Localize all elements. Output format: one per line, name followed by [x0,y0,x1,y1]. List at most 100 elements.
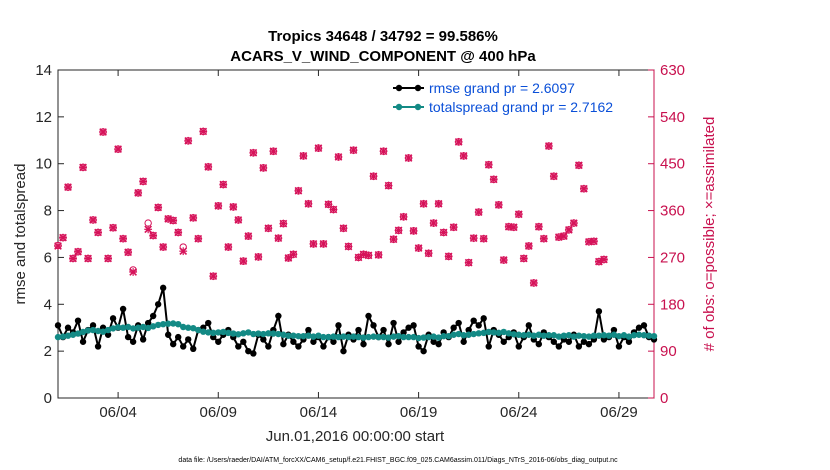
rmse-point [460,338,467,345]
chart-title-line1: Tropics 34648 / 34792 = 99.586% [268,28,498,45]
rmse-point [94,343,102,350]
obs-assimilated-point [199,127,208,136]
totalspread-point [270,330,277,337]
totalspread-point [535,331,543,338]
totalspread-point [79,328,87,336]
totalspread-point [590,332,598,339]
obs-assimilated-point [574,161,583,170]
totalspread-point [185,324,192,331]
totalspread-point [495,329,502,337]
rmse-point [305,326,312,334]
totalspread-point [89,326,97,334]
obs-assimilated-point [399,212,408,221]
totalspread-point [355,333,362,341]
totalspread-point [59,333,67,340]
rmse-point [154,301,162,308]
rmse-point [465,326,472,334]
totalspread-point [64,332,72,339]
totalspread-point [310,333,317,340]
obs-assimilated-point [384,181,393,190]
rmse-point [275,312,282,320]
totalspread-point [500,328,507,336]
obs-assimilated-point [529,279,538,287]
obs-assimilated-point [179,247,188,256]
totalspread-point [149,323,157,330]
legend-marker-spread [414,103,422,111]
x-tick-label: 06/19 [400,404,438,421]
y-tick-label-left: 10 [35,156,52,173]
rmse-point [169,340,177,348]
x-tick-label: 06/29 [600,404,638,421]
obs-assimilated-point [169,216,178,225]
obs-assimilated-point [129,268,138,276]
obs-assimilated-point [234,216,243,224]
rmse-point [109,315,117,322]
totalspread-point [300,332,307,340]
obs-assimilated-point [319,239,328,248]
rmse-point [385,340,392,348]
obs-assimilated-point [154,203,163,212]
obs-assimilated-point [374,250,383,259]
totalspread-point [235,331,242,338]
totalspread-point [99,328,107,335]
y-tick-label-left: 0 [44,390,52,407]
totalspread-point [250,330,257,338]
totalspread-point [180,323,187,331]
totalspread-point [94,327,102,335]
legend-label-rmse: rmse grand pr = 2.6097 [429,80,575,96]
y-tick-label-right: 540 [660,109,685,126]
obs-assimilated-point [119,234,128,243]
rmse-point [79,338,87,345]
obs-assimilated-point [254,253,263,261]
rmse-point [525,322,532,329]
rmse-point [260,336,267,343]
y-tick-label-left: 2 [44,343,52,360]
obs-assimilated-point [339,224,348,233]
totalspread-point [470,330,477,338]
rmse-point [585,340,593,348]
y-tick-label-right: 90 [660,343,677,360]
totalspread-point [114,324,122,331]
obs-assimilated-point [539,234,548,243]
obs-assimilated-point [309,239,318,248]
obs-assimilated-point [69,254,77,263]
totalspread-point [595,332,603,339]
totalspread-point [205,329,212,336]
obs-assimilated-point [224,243,233,251]
totalspread-point [570,333,578,340]
obs-assimilated-point [514,210,523,219]
rmse-point [415,343,422,350]
rmse-point [500,338,507,345]
totalspread-point [104,326,112,334]
rmse-point [310,338,317,345]
x-tick-label: 06/14 [300,404,338,421]
totalspread-point [395,332,402,340]
obs-assimilated-point [564,225,573,234]
x-tick-label: 06/04 [99,404,137,421]
totalspread-point [640,332,648,339]
totalspread-point [245,329,252,336]
totalspread-point [290,332,297,339]
totalspread-point [565,332,573,339]
totalspread-point [305,332,312,339]
obs-assimilated-point [484,160,493,169]
obs-assimilated-point [369,172,378,181]
totalspread-point [610,331,618,338]
obs-assimilated-point [549,172,558,181]
totalspread-point [635,331,643,338]
totalspread-point [575,332,583,339]
obs-assimilated-point [559,232,568,240]
rmse-point [450,324,457,331]
obs-assimilated-point [334,153,343,161]
rmse-point [144,319,152,327]
rmse-point [565,338,573,345]
rmse-point [480,315,487,322]
rmse-point [640,322,648,329]
totalspread-point [580,332,588,340]
rmse-point [280,340,287,348]
y-tick-label-right: 270 [660,249,685,266]
rmse-point [149,312,157,320]
obs-assimilated-point [239,257,248,265]
obs-assimilated-point [134,188,143,197]
rmse-point [470,317,477,324]
